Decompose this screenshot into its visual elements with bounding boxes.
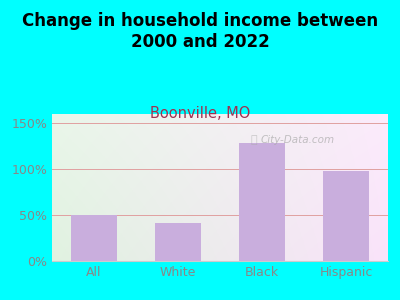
Text: City-Data.com: City-Data.com (260, 136, 334, 146)
Text: Change in household income between
2000 and 2022: Change in household income between 2000 … (22, 12, 378, 51)
Text: ⓘ: ⓘ (250, 136, 257, 146)
Text: Boonville, MO: Boonville, MO (150, 106, 250, 122)
Bar (323, 171, 369, 261)
Bar (155, 223, 201, 261)
Bar (71, 215, 117, 261)
Bar (239, 143, 285, 261)
